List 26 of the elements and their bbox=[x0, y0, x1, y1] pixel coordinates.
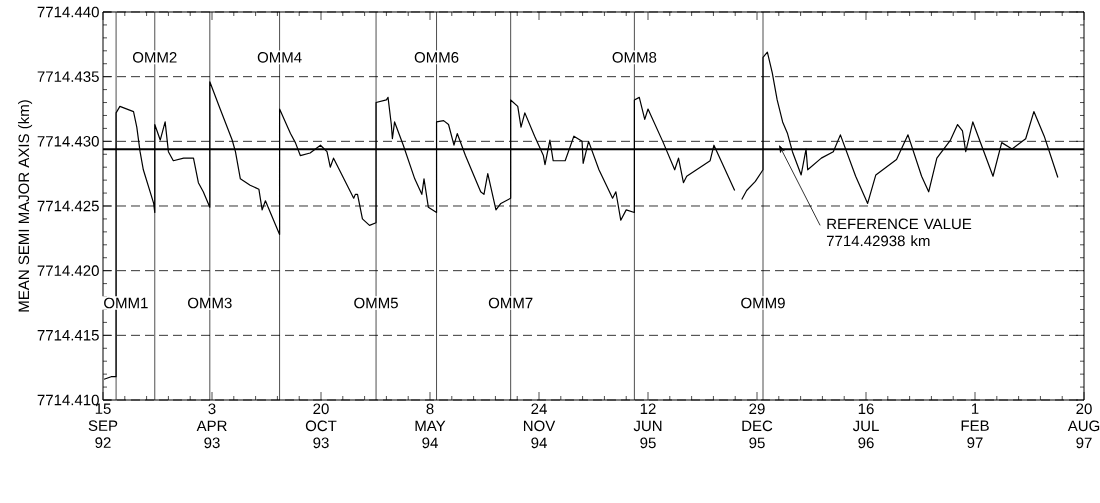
x-tick-label: 24 NOV 94 bbox=[523, 403, 556, 449]
y-tick-label: 7714.435 bbox=[37, 71, 99, 82]
y-tick-label: 7714.430 bbox=[37, 136, 99, 147]
x-tick-label: 29 DEC 95 bbox=[742, 403, 773, 449]
x-tick-label: 20 AUG 97 bbox=[1067, 403, 1100, 449]
y-axis-title: MEAN SEMI MAJOR AXIS (km) bbox=[18, 100, 33, 312]
ref-line-label: OMM3 bbox=[188, 297, 232, 309]
x-tick-label: 1 FEB 97 bbox=[961, 403, 989, 448]
ref-line-label: OMM2 bbox=[132, 52, 177, 63]
y-tick-label: 7714.415 bbox=[37, 330, 99, 341]
x-tick-label: 8 MAY 94 bbox=[415, 403, 446, 449]
y-tick-label: 7714.420 bbox=[37, 265, 99, 276]
x-tick-label: 3 APR 93 bbox=[196, 403, 227, 449]
ref-line-label: REFERENCE VALUE 7714.42938 km bbox=[826, 218, 972, 247]
x-tick-label: 16 JUL 96 bbox=[852, 403, 879, 449]
ref-line-label: OMM5 bbox=[354, 297, 398, 309]
ref-line-label: OMM9 bbox=[741, 297, 785, 309]
x-tick-label: 12 JUN 95 bbox=[633, 403, 662, 449]
ref-line-label: OMM4 bbox=[257, 52, 302, 63]
y-tick-label: 7714.440 bbox=[37, 6, 99, 18]
ref-line-label: OMM1 bbox=[104, 297, 148, 309]
ref-line-label: OMM8 bbox=[612, 52, 657, 63]
ref-line-label: OMM7 bbox=[488, 297, 533, 309]
x-tick-label: 20 OCT 93 bbox=[305, 403, 337, 449]
y-tick-label: 7714.425 bbox=[37, 200, 99, 212]
ref-line-label: OMM6 bbox=[414, 52, 459, 63]
